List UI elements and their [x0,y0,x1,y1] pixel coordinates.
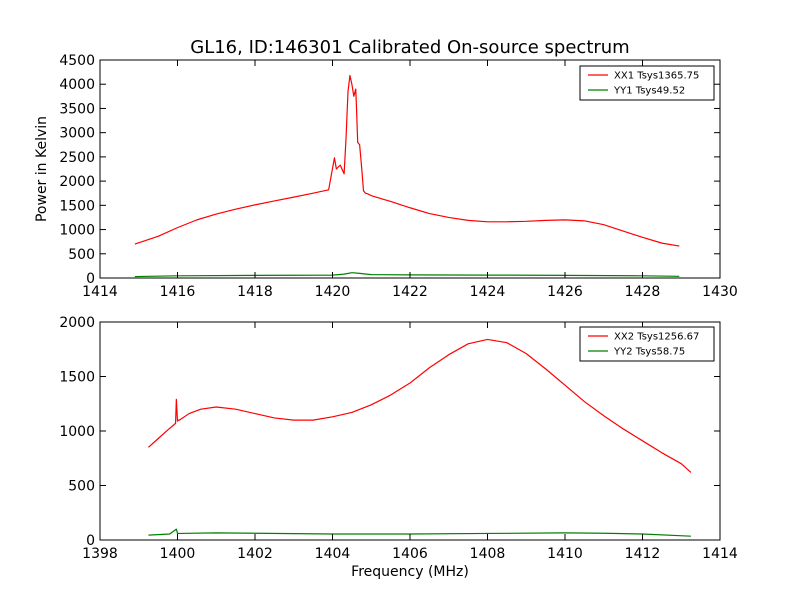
x-tick-label: 1412 [625,546,661,562]
legend: XX2 Tsys1256.67 YY2 Tsys58.75 [579,326,715,362]
x-tick-label: 1406 [392,546,428,562]
series-line-yy1 [134,272,680,278]
legend: XX1 Tsys1365.75 YY1 Tsys49.52 [579,65,715,101]
series-line-yy2 [148,528,691,537]
x-tick-label: 1402 [237,546,273,562]
series-line-xx2 [148,338,692,473]
legend-box [579,326,715,362]
y-tick-label: 3000 [59,126,95,142]
x-tick-label: 1420 [315,284,351,300]
series-line-xx1 [134,74,680,247]
x-tick-label: 1410 [547,546,583,562]
y-tick-label: 2000 [59,315,95,331]
y-tick-label: 3500 [59,101,95,117]
x-tick-label: 1398 [82,546,118,562]
y-axis-label: Power in Kelvin [34,116,50,222]
x-tick-label: 1414 [82,284,118,300]
x-tick-label: 1426 [547,284,583,300]
x-tick-label: 1416 [160,284,196,300]
x-axis-label: Frequency (MHz) [351,564,469,580]
x-tick-label: 1414 [702,546,738,562]
x-tick-label: 1428 [625,284,661,300]
y-tick-label: 4500 [59,53,95,69]
y-tick-label: 1000 [59,424,95,440]
subplot-2: 1398 1400 1402 1404 1406 1408 1410 1412 1414 0 500… [59,315,738,580]
y-tick-label: 2500 [59,150,95,166]
subplot-1: 1414 1416 1418 1420 1422 1424 1426 1428 1430 0 500… [34,53,738,300]
x-tick-label: 1424 [470,284,506,300]
y-tick-label: 4000 [59,77,95,93]
y-tick-label: 1500 [59,198,95,214]
y-tick-label: 1500 [59,370,95,386]
legend-entry-label: YY1 Tsys49.52 [613,86,685,97]
x-tick-label: 1404 [315,546,351,562]
x-tick-label: 1430 [702,284,738,300]
y-tick-label: 0 [86,533,95,549]
x-tick-label: 1400 [160,546,196,562]
legend-box [579,65,715,101]
y-tick-label: 1000 [59,223,95,239]
x-tick-label: 1422 [392,284,428,300]
x-tick-label: 1418 [237,284,273,300]
figure-title: GL16, ID:146301 Calibrated On-source spe… [190,37,629,58]
y-tick-label: 500 [68,479,95,495]
y-tick-label: 0 [86,271,95,287]
y-tick-label: 2000 [59,174,95,190]
legend-entry-label: XX1 Tsys1365.75 [614,71,699,82]
legend-entry-label: XX2 Tsys1256.67 [614,332,699,343]
legend-entry-label: YY2 Tsys58.75 [613,347,685,358]
x-tick-label: 1408 [470,546,506,562]
y-tick-label: 500 [68,247,95,263]
